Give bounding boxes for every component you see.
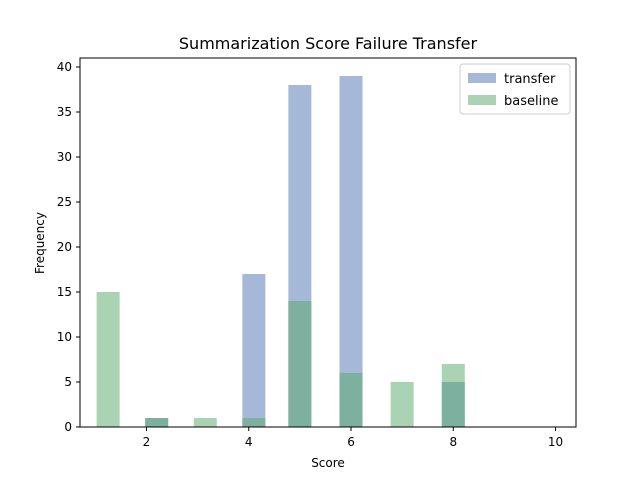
bars-layer xyxy=(96,76,465,427)
y-tick-label-1: 5 xyxy=(64,375,72,389)
x-tick-label-3: 8 xyxy=(449,435,457,449)
bar-baseline-0 xyxy=(96,292,120,427)
y-tick-label-6: 30 xyxy=(57,150,72,164)
y-tick-label-2: 10 xyxy=(57,330,72,344)
y-tick-label-7: 35 xyxy=(57,105,72,119)
x-axis-title: Score xyxy=(311,456,345,470)
bar-baseline-1 xyxy=(145,418,169,427)
bar-baseline-3 xyxy=(242,418,266,427)
legend-swatch-transfer xyxy=(468,73,496,83)
y-tick-label-0: 0 xyxy=(64,420,72,434)
chart-title: Summarization Score Failure Transfer xyxy=(179,34,478,53)
x-tick-label-4: 10 xyxy=(548,435,563,449)
x-tick-label-1: 4 xyxy=(245,435,253,449)
y-axis-title: Frequency xyxy=(33,212,47,274)
plot-frame xyxy=(79,57,577,428)
legend-label-transfer: transfer xyxy=(504,72,556,87)
y-tick-label-3: 15 xyxy=(57,285,72,299)
y-tick-label-4: 20 xyxy=(57,240,72,254)
y-tick-label-5: 25 xyxy=(57,195,72,209)
x-tick-label-2: 6 xyxy=(347,435,355,449)
legend-label-baseline: baseline xyxy=(504,94,558,109)
bar-baseline-2 xyxy=(193,418,217,427)
legend: transfer baseline xyxy=(459,63,571,115)
bar-baseline-4 xyxy=(288,301,312,427)
y-tick-label-8: 40 xyxy=(57,60,72,74)
x-axis-ticks: 2 4 6 8 10 xyxy=(143,427,563,449)
bar-baseline-6 xyxy=(390,382,414,427)
x-tick-label-0: 2 xyxy=(143,435,151,449)
bar-baseline-7 xyxy=(441,364,465,427)
y-axis-ticks: 0 5 10 15 20 25 30 35 40 xyxy=(57,60,80,434)
bar-transfer-1 xyxy=(242,274,266,427)
bar-baseline-5 xyxy=(339,373,363,427)
legend-swatch-baseline xyxy=(468,95,496,105)
bar-transfer-3 xyxy=(339,76,363,427)
